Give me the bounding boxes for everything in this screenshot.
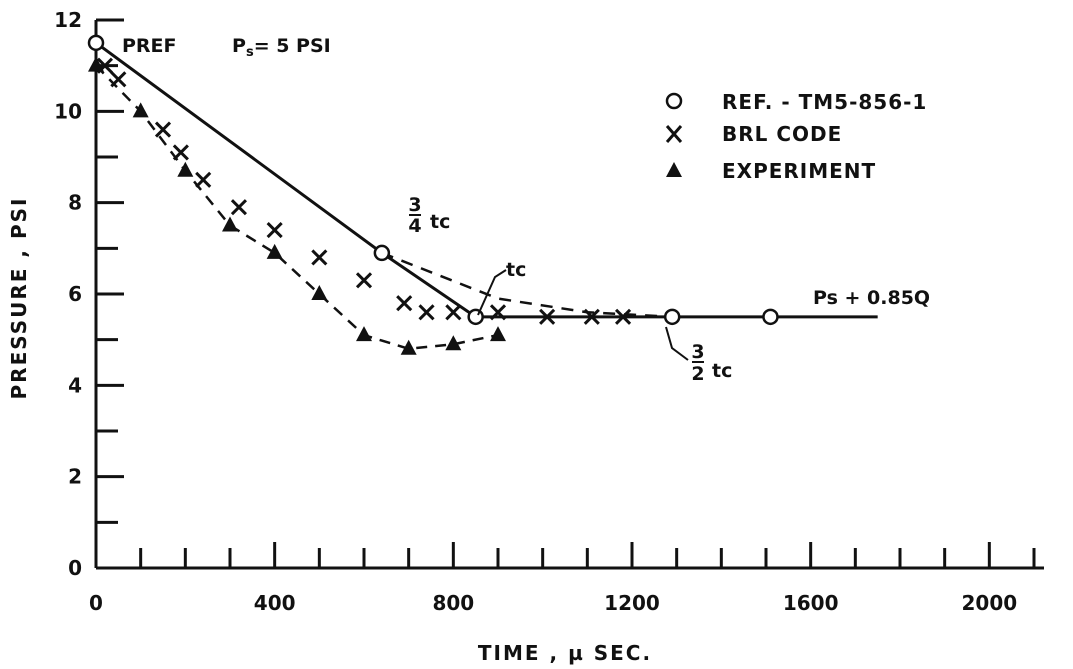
experiment-point [356,326,372,342]
brl-point-stroke [195,171,212,188]
y-tick-label: 4 [68,373,82,397]
ps-annotation: Ps= 5 PSI [232,35,331,60]
ref-point [663,308,681,326]
pref-annotation: PREF [122,35,177,57]
three-half-tc-annotation: 3 2 tc [665,326,732,385]
y-tick-label: 12 [54,8,82,32]
brl-point [418,304,435,321]
brl-point [615,308,632,325]
experiment-point [266,243,283,259]
svg-text:tc: tc [430,211,450,233]
x-axis-title: TIME , µ SEC. [478,641,652,665]
brl-point-stroke [445,304,462,321]
y-tick-label: 0 [68,556,82,580]
brl-point-stroke [355,272,373,289]
brl-point [154,121,172,138]
y-tick-label: 2 [68,465,82,489]
legend: REF. - TM5-856-1 BRL CODE EXPERIMENT [665,90,927,183]
x-tick-label: 1200 [604,591,660,615]
brl-point [266,222,283,239]
experiment-point [490,326,506,342]
brl-point-stroke [489,304,507,321]
brl-point-stroke [396,295,413,312]
y-tick-label: 8 [68,191,82,215]
svg-text:4: 4 [408,215,421,237]
ref-line [95,41,477,319]
brl-point [172,144,189,161]
reference-line-label: Ps + 0.85Q [813,287,930,309]
brl-point [195,171,212,188]
y-axis-title: PRESSURE , PSI [7,197,31,400]
experiment-point [400,339,417,355]
experiment-dashed-line [95,64,499,351]
brl-point [230,199,247,216]
brl-point [539,308,556,325]
brl-point-stroke [266,222,283,239]
experiment-point [177,161,194,177]
legend-exp-label: EXPERIMENT [722,159,876,183]
svg-text:2: 2 [691,363,704,385]
brl-point-stroke [583,308,600,325]
brl-point-stroke [311,249,328,266]
y-tick-label: 10 [54,99,82,123]
brl-point-stroke [615,308,632,325]
experiment-point [311,285,328,300]
brl-point [583,308,600,325]
brl-point-stroke [418,304,435,321]
legend-circle-marker [665,92,683,110]
ref-point [373,244,391,262]
x-tick-label: 1600 [783,591,839,615]
svg-text:3: 3 [408,194,421,216]
tick-marks [96,18,1036,568]
brl-point-stroke [154,121,172,138]
svg-text:tc: tc [506,259,526,281]
legend-triangle-marker [666,162,682,177]
brl-point-stroke [230,199,247,216]
brl-point [355,272,373,289]
tc-annotation: tc [477,259,526,316]
x-tick-label: 800 [432,591,474,615]
ref-point [762,308,779,326]
brl-point [110,71,127,88]
svg-text:3: 3 [691,341,704,363]
experiment-point [132,102,149,118]
svg-text:tc: tc [712,360,732,382]
experiment-point [222,216,238,232]
y-tick-label: 6 [68,282,82,306]
brl-point-stroke [110,71,127,88]
brl-point [396,295,413,312]
x-tick-label: 2000 [961,591,1017,615]
legend-ref-label: REF. - TM5-856-1 [722,90,927,114]
tick-labels: 0 400 800 1200 1600 2000 0 2 4 6 8 10 12 [54,8,1017,615]
ref-point [87,34,105,52]
brl-point [311,249,328,266]
ref-point [467,308,484,326]
x-tick-label: 0 [89,591,103,615]
three-quarter-tc-annotation: 3 4 tc [408,194,450,237]
plot-area [87,34,878,355]
brl-point-stroke [172,144,189,161]
x-tick-label: 400 [254,591,296,615]
tc-dashed-curve [381,251,673,319]
experiment-point [445,335,462,351]
brl-point [489,304,507,321]
experiment-point [88,56,104,72]
legend-brl-label: BRL CODE [722,122,842,146]
brl-point [445,304,462,321]
legend-x-marker [665,125,683,143]
brl-point-stroke [539,308,556,325]
